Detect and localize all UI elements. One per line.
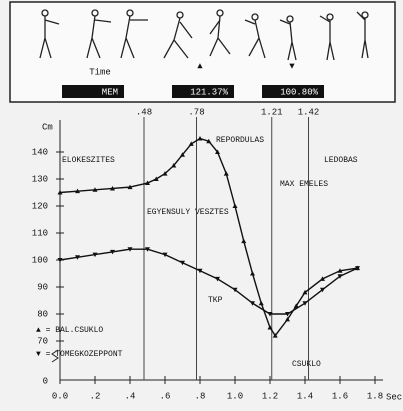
series-marker [233,204,238,209]
phase-marker-label: .48 [136,107,152,117]
readout: MEM [102,87,118,97]
series-marker [241,239,246,244]
x-tick-label: 1.2 [262,391,278,401]
readout: 121.37% [190,87,228,97]
y-tick-label: 90 [37,282,48,292]
time-label: Time [89,67,111,77]
curve-label: CSUKLO [292,360,321,369]
y-tick-label: 110 [32,228,48,238]
y-tick-label: 80 [37,309,48,319]
y-break-label: 0 [43,376,48,386]
chart: Time ▲ ▼ MEM 121.37% 100.80% Cm Sec 0 EL… [0,0,403,406]
legend-entry: ▲ = BAL.CSUKLO [36,326,103,335]
series-marker [259,301,264,306]
phase-label: MAX EMELES [280,180,328,189]
y-tick-label: 120 [32,201,48,211]
up-marker-label: ▲ [197,61,203,71]
y-unit: Cm [42,122,53,132]
series-marker [198,136,203,141]
series-marker [250,271,255,276]
x-tick-label: .8 [195,391,206,401]
page: {"header": {"time_label": "Time", "up_ma… [0,0,403,406]
phase-label: EGYENSULY VESZTES [147,208,229,217]
phase-label: LEDOBAS [324,156,358,165]
x-tick-label: .4 [125,391,136,401]
phase-label: REPORDULAS [216,136,264,145]
phase-marker-label: .78 [188,107,204,117]
legend-entry: ▼ = TOMEGKOZEPPONT [36,350,123,359]
y-tick-label: 130 [32,174,48,184]
x-tick-label: 1.0 [227,391,243,401]
x-tick-label: 1.6 [332,391,348,401]
x-tick-label: 0.0 [52,391,68,401]
series-marker [224,171,229,176]
series-line [60,139,358,336]
x-tick-label: .6 [160,391,171,401]
down-marker-label: ▼ [289,61,295,71]
x-tick-label: 1.8 [367,391,383,401]
x-tick-label: 1.4 [297,391,313,401]
curve-label: TKP [208,296,223,305]
readout: 100.80% [280,87,318,97]
x-tick-label: .2 [90,391,101,401]
phase-marker-label: 1.21 [261,107,283,117]
phase-marker-label: 1.42 [298,107,320,117]
y-tick-label: 100 [32,255,48,265]
phase-label: ELOKESZITES [62,156,115,165]
x-unit: Sec [386,392,402,402]
y-tick-label: 70 [37,336,48,346]
y-tick-label: 140 [32,147,48,157]
